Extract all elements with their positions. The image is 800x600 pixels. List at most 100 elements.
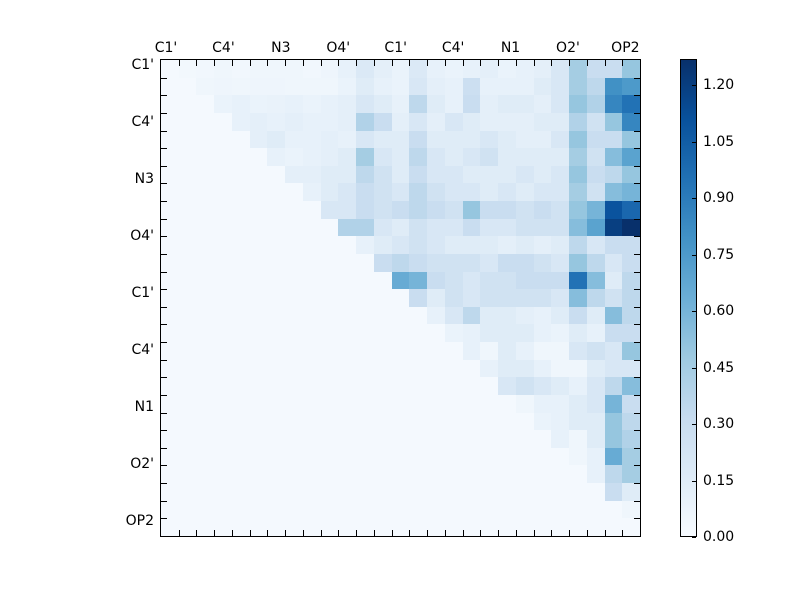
heatmap-cell: [498, 306, 516, 325]
colorbar-tick-label: 0.00: [703, 529, 735, 545]
heatmap-cell: [462, 130, 481, 149]
heatmap-cell: [231, 77, 250, 96]
heatmap-cell: [391, 236, 410, 254]
heatmap-cell: [161, 430, 179, 448]
heatmap-cell: [480, 377, 499, 395]
heatmap-cell: [551, 465, 570, 484]
heatmap-cell: [161, 218, 179, 237]
heatmap-cell: [586, 183, 605, 202]
heatmap-cell: [373, 377, 392, 395]
heatmap-cell: [285, 518, 303, 536]
heatmap-cell: [569, 465, 587, 484]
heatmap-cell: [462, 271, 481, 290]
heatmap-cell: [462, 253, 481, 272]
heatmap-cell: [586, 201, 605, 219]
heatmap-cell: [178, 447, 197, 466]
colorbar-tick-label: 0.60: [703, 303, 735, 320]
heatmap-cell: [320, 201, 339, 219]
heatmap-cell: [249, 271, 268, 290]
heatmap-cell: [480, 112, 499, 131]
heatmap-cell: [267, 518, 286, 536]
tick-mark: [161, 201, 167, 202]
heatmap-cell: [409, 60, 428, 78]
heatmap-cell: [267, 324, 286, 343]
heatmap-cell: [427, 447, 445, 466]
heatmap-cell: [231, 412, 250, 431]
tick-mark: [232, 530, 233, 536]
heatmap-cell: [391, 324, 410, 343]
heatmap-cell: [338, 500, 357, 519]
heatmap-cell: [427, 95, 445, 113]
heatmap-cell: [373, 95, 392, 113]
heatmap-cell: [409, 289, 428, 307]
heatmap-cell: [178, 412, 197, 431]
heatmap-cell: [604, 218, 623, 237]
heatmap-cell: [498, 359, 516, 378]
heatmap-cell: [427, 148, 445, 166]
tick-mark: [321, 530, 322, 536]
tick-mark: [634, 95, 640, 96]
tick-mark: [161, 448, 167, 449]
tick-mark: [634, 78, 640, 79]
heatmap-cell: [249, 342, 268, 360]
heatmap-cell: [444, 377, 463, 395]
heatmap-cell: [498, 60, 516, 78]
heatmap-cell: [302, 465, 321, 484]
heatmap-cell: [267, 236, 286, 254]
heatmap-cell: [178, 130, 197, 149]
heatmap-cell: [569, 377, 587, 395]
heatmap-cell: [569, 324, 587, 343]
heatmap-cell: [373, 359, 392, 378]
heatmap-cell: [498, 77, 516, 96]
heatmap-cell: [338, 77, 357, 96]
heatmap-cell: [249, 465, 268, 484]
heatmap-cell: [178, 377, 197, 395]
heatmap-cell: [231, 306, 250, 325]
heatmap-cell: [267, 430, 286, 448]
heatmap-cell: [622, 130, 640, 149]
tick-mark: [634, 201, 640, 202]
heatmap-cell: [551, 377, 570, 395]
tick-mark: [427, 60, 428, 66]
heatmap-cell: [231, 95, 250, 113]
heatmap-cell: [373, 500, 392, 519]
heatmap-cell: [498, 271, 516, 290]
heatmap-cell: [231, 201, 250, 219]
heatmap-cell: [161, 359, 179, 378]
tick-mark: [634, 360, 640, 361]
heatmap-cell: [551, 218, 570, 237]
heatmap-cell: [214, 60, 232, 78]
heatmap-cell: [391, 201, 410, 219]
heatmap-cell: [409, 447, 428, 466]
heatmap-cell: [178, 271, 197, 290]
heatmap-cell: [480, 412, 499, 431]
heatmap-cell: [178, 183, 197, 202]
heatmap-cell: [409, 394, 428, 413]
heatmap-cell: [214, 183, 232, 202]
heatmap-cell: [178, 112, 197, 131]
heatmap-cell: [196, 95, 215, 113]
heatmap-cell: [480, 201, 499, 219]
heatmap-cell: [214, 447, 232, 466]
heatmap-cell: [462, 359, 481, 378]
heatmap-cell: [498, 130, 516, 149]
heatmap-cell: [498, 183, 516, 202]
heatmap-cell: [231, 394, 250, 413]
heatmap-cell: [427, 500, 445, 519]
heatmap-cell: [214, 306, 232, 325]
tick-mark: [374, 530, 375, 536]
heatmap-cell: [338, 183, 357, 202]
heatmap-cell: [480, 253, 499, 272]
colorbar-tick-label: 0.90: [703, 190, 735, 207]
heatmap-cell: [409, 324, 428, 343]
heatmap-cell: [161, 201, 179, 219]
heatmap-cell: [196, 218, 215, 237]
heatmap-cell: [551, 201, 570, 219]
heatmap-cell: [373, 271, 392, 290]
heatmap-cell: [338, 465, 357, 484]
heatmap-cell: [373, 447, 392, 466]
heatmap-cell: [249, 201, 268, 219]
colorbar-tick-label: 0.75: [703, 246, 735, 263]
heatmap-cell: [586, 377, 605, 395]
tick-mark: [161, 166, 167, 167]
